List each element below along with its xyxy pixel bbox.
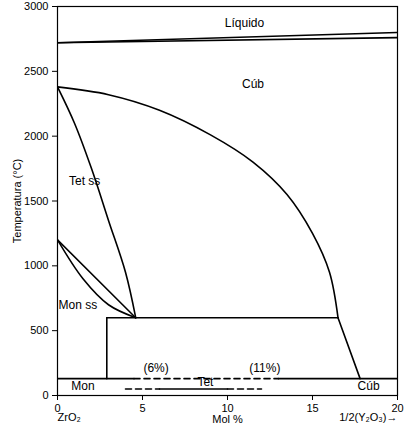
svg-text:Cúb: Cúb — [242, 77, 264, 91]
svg-text:Temperatura (°C): Temperatura (°C) — [11, 159, 23, 243]
svg-text:500: 500 — [30, 324, 48, 336]
svg-text:0: 0 — [42, 389, 48, 401]
svg-text:Tet: Tet — [197, 375, 214, 389]
svg-text:(6%): (6%) — [143, 361, 168, 375]
svg-text:5: 5 — [139, 402, 145, 414]
svg-text:0: 0 — [54, 402, 61, 415]
svg-text:2500: 2500 — [24, 65, 48, 77]
svg-text:Mol %: Mol % — [212, 413, 243, 425]
svg-text:Cúb: Cúb — [358, 379, 380, 393]
svg-text:3000: 3000 — [24, 0, 48, 12]
svg-text:1/2(Y₂O₃)→: 1/2(Y₂O₃)→ — [339, 411, 397, 423]
svg-text:ZrO₂: ZrO₂ — [58, 411, 81, 423]
svg-text:Tet ss: Tet ss — [69, 174, 100, 188]
svg-text:2000: 2000 — [24, 130, 48, 142]
svg-text:Mon: Mon — [71, 379, 94, 393]
svg-text:1000: 1000 — [24, 259, 48, 271]
svg-text:1500: 1500 — [24, 195, 48, 207]
svg-text:10: 10 — [221, 402, 234, 415]
svg-text:15: 15 — [306, 402, 318, 414]
svg-text:20: 20 — [391, 402, 404, 415]
svg-text:Mon ss: Mon ss — [59, 298, 98, 312]
svg-text:(11%): (11%) — [249, 361, 280, 375]
svg-text:Líquido: Líquido — [225, 16, 265, 30]
